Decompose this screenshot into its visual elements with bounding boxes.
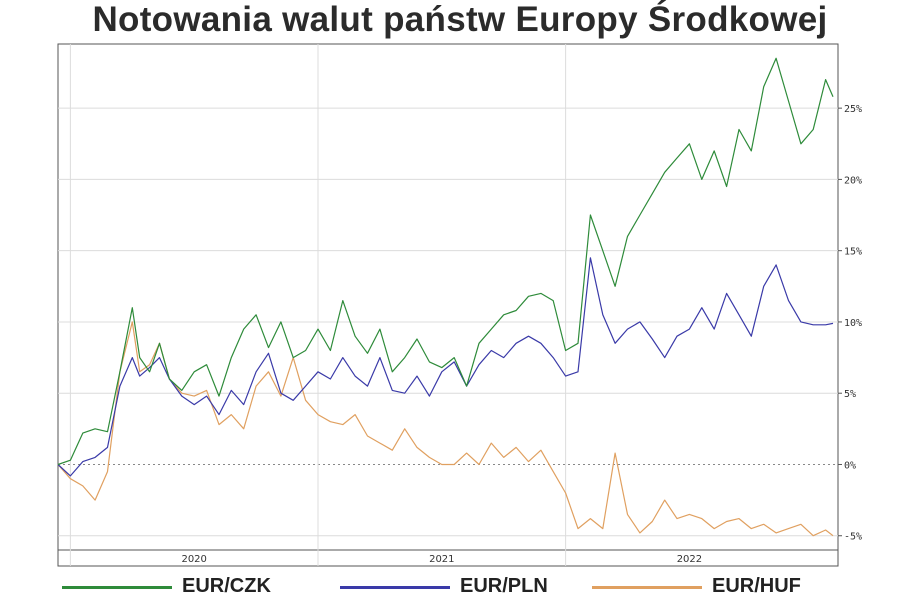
y-tick-label: 10% [844,318,862,329]
legend-swatch-eur-czk [62,586,172,589]
y-tick-label: 15% [844,247,862,258]
series-line-eur-pln [57,257,834,477]
y-axis-ticks: -5% 0% 5% 10% 15% 20% 25% [838,104,862,543]
y-tick-label: 5% [844,389,856,400]
series-line-eur-czk [57,57,834,466]
legend-swatch-eur-huf [592,586,702,589]
y-tick-label: 0% [844,460,856,471]
x-axis-ticks: 2020 2021 2022 [181,554,702,565]
x-tick-label: 2020 [181,554,206,565]
x-tick-label: 2021 [429,554,454,565]
y-tick-label: -5% [844,532,862,543]
series-line-eur-huf [57,321,834,537]
legend-label-eur-pln: EUR/PLN [460,575,548,597]
legend-label-eur-czk: EUR/CZK [182,575,271,597]
plot-area [57,43,839,567]
plot-frame [57,43,839,567]
y-tick-label: 25% [844,104,862,115]
x-tick-label: 2022 [677,554,702,565]
y-tick-label: 20% [844,175,862,186]
series-lines [57,57,834,537]
legend-label-eur-huf: EUR/HUF [712,575,801,597]
legend-swatch-eur-pln [340,586,450,589]
chart-title: Notowania walut państw Europy Środkowej [92,0,828,39]
